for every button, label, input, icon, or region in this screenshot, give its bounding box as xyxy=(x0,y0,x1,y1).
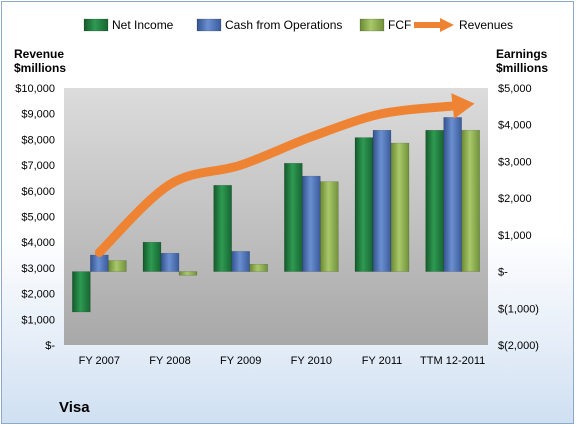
left-tick-label: $- xyxy=(45,340,55,352)
fcf-bar xyxy=(320,181,339,272)
revenue-arrow xyxy=(94,93,475,257)
x-tick-label: FY 2009 xyxy=(220,355,261,367)
left-tick-label: $3,000 xyxy=(21,263,55,275)
net-income-bar xyxy=(284,163,303,272)
fcf-bar xyxy=(178,271,198,276)
left-tick-label: $4,000 xyxy=(21,237,55,249)
bars xyxy=(72,117,480,313)
cash-from-operations-bar xyxy=(372,129,392,272)
right-tick-label: $(1,000) xyxy=(498,303,539,315)
right-tick-label: $1,000 xyxy=(498,230,532,242)
left-tick-label: $10,000 xyxy=(15,83,55,95)
net-income-legend-label: Net Income xyxy=(112,18,174,32)
net-income-bar xyxy=(142,241,162,272)
right-axis-ticks: $(2,000) $(1,000) $- $1,000 $2,000 $3,000 $4,0… xyxy=(498,83,539,352)
legend: Net Income Cash from Operations FCF Revenue… xyxy=(83,18,513,32)
left-tick-label: $9,000 xyxy=(21,109,55,121)
net-income-bar xyxy=(425,129,444,272)
right-axis-title: $millions xyxy=(496,61,548,75)
fcf-bar xyxy=(108,260,127,272)
right-tick-label: $- xyxy=(498,267,508,279)
left-axis-ticks: $- $1,000 $2,000 $3,000 $4,000 $5,000 $6,000 $7… xyxy=(15,83,55,352)
right-tick-label: $4,000 xyxy=(498,120,532,132)
x-tick-label: FY 2007 xyxy=(79,355,120,367)
right-tick-label: $2,000 xyxy=(498,193,532,205)
net-income-bar xyxy=(354,137,374,272)
right-tick-label: $5,000 xyxy=(498,83,532,95)
fcf-bar xyxy=(249,263,268,272)
revenues-line xyxy=(94,101,458,257)
revenues-legend-arrowhead xyxy=(440,18,454,32)
left-tick-label: $6,000 xyxy=(21,186,55,198)
revenues-legend-label: Revenues xyxy=(459,18,513,32)
cash-from-operations-bar xyxy=(160,252,180,272)
cfo-legend-label: Cash from Operations xyxy=(225,18,342,32)
left-tick-label: $5,000 xyxy=(21,212,55,224)
x-tick-label: FY 2010 xyxy=(291,355,332,367)
cash-from-operations-bar xyxy=(302,175,321,272)
cash-from-operations-bar xyxy=(90,254,109,272)
fcf-bar xyxy=(390,142,410,272)
cfo-legend-swatch xyxy=(196,18,222,32)
left-tick-label: $2,000 xyxy=(21,289,55,301)
left-axis-title: Revenue xyxy=(14,47,64,61)
revenues-arrowhead xyxy=(451,93,475,119)
company-name: Visa xyxy=(59,399,90,416)
x-tick-label: FY 2011 xyxy=(362,355,403,367)
fcf-legend-swatch xyxy=(359,18,385,32)
left-tick-label: $7,000 xyxy=(21,160,55,172)
right-axis-title: Earnings xyxy=(496,47,548,61)
x-tick-label: FY 2008 xyxy=(149,355,190,367)
left-tick-label: $1,000 xyxy=(21,314,55,326)
left-tick-label: $8,000 xyxy=(21,134,55,146)
x-tick-label: TTM 12-2011 xyxy=(420,355,485,367)
right-tick-label: $(2,000) xyxy=(498,340,539,352)
fcf-legend-label: FCF xyxy=(388,18,411,32)
cash-from-operations-bar xyxy=(443,117,462,272)
left-axis-title: $millions xyxy=(14,61,66,75)
cash-from-operations-bar xyxy=(231,251,250,272)
x-axis-ticks: FY 2007 FY 2008 FY 2009 FY 2010 FY 2011 TTM 1… xyxy=(79,355,486,367)
net-income-bar xyxy=(72,271,91,313)
net-income-bar xyxy=(213,185,232,272)
fcf-bar xyxy=(461,129,480,272)
net-income-legend-swatch xyxy=(83,18,109,32)
right-tick-label: $3,000 xyxy=(498,156,532,168)
